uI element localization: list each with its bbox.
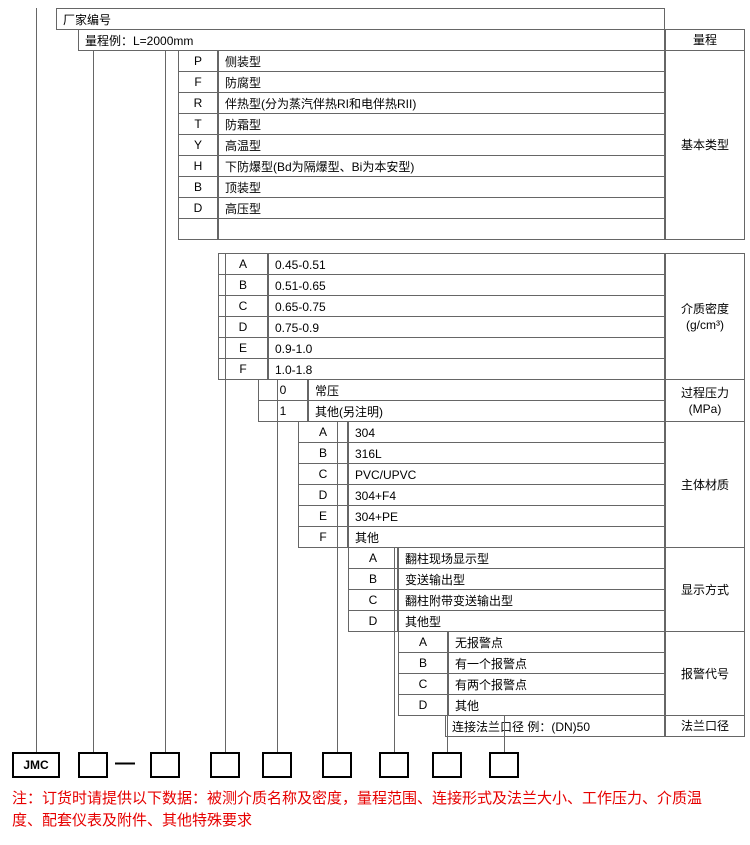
- code-cell: B: [348, 568, 398, 590]
- order-note: 注：订货时请提供以下数据：被测介质名称及密度，量程范围、连接形式及法兰大小、工作…: [12, 788, 712, 832]
- desc-cell: 有两个报警点: [448, 673, 665, 695]
- group-label: 主体材质: [665, 421, 745, 548]
- code-cell: 0: [258, 379, 308, 401]
- group-label: 报警代号: [665, 631, 745, 716]
- code-cell: D: [298, 484, 348, 506]
- code-cell: B: [298, 442, 348, 464]
- code-cell: A: [298, 421, 348, 443]
- desc-cell: 顶装型: [218, 176, 665, 198]
- desc-cell: 304+F4: [348, 484, 665, 506]
- desc-cell: 防腐型: [218, 71, 665, 93]
- connector-line: [277, 379, 278, 752]
- code-cell: H: [178, 155, 218, 177]
- prefix-box: JMC: [12, 752, 60, 778]
- code-cell: F: [298, 526, 348, 548]
- code-cell: A: [398, 631, 448, 653]
- blank-cell: [218, 218, 665, 240]
- connector-line: [504, 715, 505, 752]
- connector-line: [36, 8, 37, 752]
- range-example: 量程例：L=2000mm: [78, 29, 665, 51]
- desc-cell: 无报警点: [448, 631, 665, 653]
- desc-cell: 0.45-0.51: [268, 253, 665, 275]
- code-cell: D: [348, 610, 398, 632]
- desc-cell: 下防爆型(Bd为隔爆型、Bi为本安型): [218, 155, 665, 177]
- desc-cell: 高压型: [218, 197, 665, 219]
- connector-line: [447, 631, 448, 752]
- code-cell: C: [298, 463, 348, 485]
- code-cell: D: [178, 197, 218, 219]
- code-cell: B: [178, 176, 218, 198]
- desc-cell: 伴热型(分为蒸汽伴热RI和电伴热RII): [218, 92, 665, 114]
- slot-box-6: [379, 752, 409, 778]
- slot-box-5: [322, 752, 352, 778]
- code-cell: D: [398, 694, 448, 716]
- group-label: 显示方式: [665, 547, 745, 632]
- code-cell: C: [348, 589, 398, 611]
- desc-cell: 变送输出型: [398, 568, 665, 590]
- selection-diagram: 厂家编号 量程例：L=2000mm 量程 A 0.45-0.51 B 0.51-0.6…: [0, 0, 750, 845]
- desc-cell: 侧装型: [218, 50, 665, 72]
- slot-box-1: [78, 752, 108, 778]
- desc-cell: 其他(另注明): [308, 400, 665, 422]
- connector-line: [394, 547, 395, 752]
- code-cell: 1: [258, 400, 308, 422]
- code-cell: A: [348, 547, 398, 569]
- desc-cell: 0.75-0.9: [268, 316, 665, 338]
- desc-cell: 有一个报警点: [448, 652, 665, 674]
- desc-cell: 翻柱现场显示型: [398, 547, 665, 569]
- slot-box-3: [210, 752, 240, 778]
- code-cell: Y: [178, 134, 218, 156]
- desc-cell: 防霜型: [218, 113, 665, 135]
- connector-line: [337, 421, 338, 752]
- range-label: 量程: [665, 29, 745, 51]
- mfg-number-header: 厂家编号: [56, 8, 665, 30]
- desc-cell: 其他: [448, 694, 665, 716]
- code-cell: F: [178, 71, 218, 93]
- slot-box-8: [489, 752, 519, 778]
- group-label: 基本类型: [665, 50, 745, 240]
- desc-cell: PVC/UPVC: [348, 463, 665, 485]
- group-label: 过程压力(MPa): [665, 379, 745, 422]
- slot-box-4: [262, 752, 292, 778]
- connector-line: [93, 50, 94, 752]
- code-cell: P: [178, 50, 218, 72]
- desc-cell: 0.65-0.75: [268, 295, 665, 317]
- desc-cell: 其他型: [398, 610, 665, 632]
- desc-cell: 304+PE: [348, 505, 665, 527]
- slot-box-7: [432, 752, 462, 778]
- flange-desc: 连接法兰口径 例：(DN)50: [445, 715, 665, 737]
- desc-cell: 常压: [308, 379, 665, 401]
- desc-cell: 高温型: [218, 134, 665, 156]
- desc-cell: 翻柱附带变送输出型: [398, 589, 665, 611]
- flange-label: 法兰口径: [665, 715, 745, 737]
- connector-line: [225, 253, 226, 752]
- dash-separator: —: [115, 752, 135, 775]
- desc-cell: 其他: [348, 526, 665, 548]
- blank-cell: [178, 218, 218, 240]
- desc-cell: 316L: [348, 442, 665, 464]
- group-label: 介质密度(g/cm³): [665, 253, 745, 380]
- code-cell: C: [398, 673, 448, 695]
- code-cell: R: [178, 92, 218, 114]
- desc-cell: 304: [348, 421, 665, 443]
- desc-cell: 0.51-0.65: [268, 274, 665, 296]
- slot-box-2: [150, 752, 180, 778]
- code-cell: E: [298, 505, 348, 527]
- code-cell: B: [398, 652, 448, 674]
- connector-line: [165, 50, 166, 752]
- desc-cell: 1.0-1.8: [268, 358, 665, 380]
- desc-cell: 0.9-1.0: [268, 337, 665, 359]
- code-cell: T: [178, 113, 218, 135]
